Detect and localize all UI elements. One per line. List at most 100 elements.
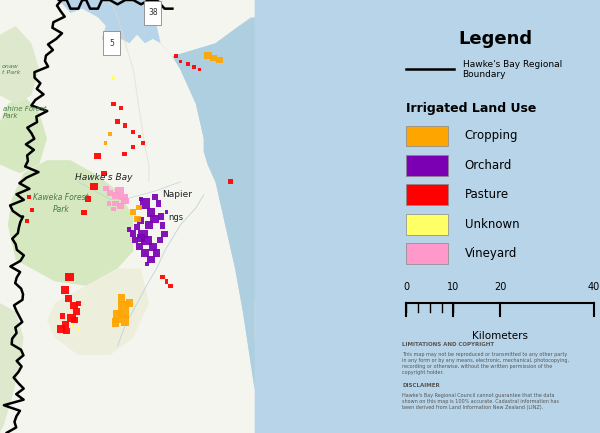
- Bar: [130, 209, 136, 215]
- Bar: [121, 198, 129, 204]
- Bar: [160, 275, 165, 279]
- Bar: [112, 192, 119, 199]
- Bar: [136, 205, 142, 210]
- Polygon shape: [8, 160, 133, 286]
- Bar: [111, 102, 116, 106]
- Text: Kilometers: Kilometers: [472, 331, 528, 341]
- Bar: [121, 315, 129, 326]
- Bar: [101, 171, 107, 176]
- Bar: [107, 201, 111, 206]
- Text: 10: 10: [447, 282, 460, 292]
- Bar: [126, 299, 133, 307]
- Bar: [70, 302, 77, 309]
- Bar: [142, 236, 152, 245]
- Bar: [71, 317, 77, 323]
- Bar: [141, 249, 149, 257]
- Bar: [77, 327, 80, 331]
- Bar: [64, 328, 70, 334]
- Text: Napier: Napier: [163, 191, 193, 199]
- Bar: [198, 68, 202, 71]
- Text: Legend: Legend: [459, 30, 533, 48]
- Text: Hawke's Bay Regional
Boundary: Hawke's Bay Regional Boundary: [463, 60, 562, 79]
- Bar: [406, 184, 448, 205]
- Bar: [60, 313, 65, 319]
- Bar: [90, 183, 98, 190]
- Bar: [85, 196, 91, 202]
- Bar: [134, 224, 140, 230]
- Bar: [152, 194, 158, 200]
- Bar: [112, 76, 115, 80]
- Bar: [164, 210, 169, 214]
- Text: LIMITATIONS AND COPYRIGHT: LIMITATIONS AND COPYRIGHT: [402, 342, 494, 347]
- Bar: [216, 57, 223, 63]
- Bar: [104, 141, 107, 145]
- Bar: [118, 301, 129, 318]
- Bar: [210, 55, 217, 61]
- Bar: [94, 153, 101, 159]
- Bar: [119, 106, 124, 110]
- Polygon shape: [227, 208, 254, 338]
- Bar: [136, 243, 143, 250]
- Polygon shape: [0, 0, 254, 433]
- Text: Kaweka Forest
Park: Kaweka Forest Park: [33, 194, 89, 213]
- Bar: [145, 221, 153, 229]
- Bar: [131, 130, 135, 134]
- Bar: [137, 217, 144, 224]
- Bar: [115, 119, 120, 124]
- Bar: [131, 145, 135, 149]
- Bar: [112, 201, 119, 206]
- Bar: [76, 301, 81, 306]
- Bar: [192, 65, 196, 69]
- Bar: [67, 314, 76, 322]
- Polygon shape: [0, 303, 23, 433]
- Text: Cropping: Cropping: [464, 129, 518, 142]
- Bar: [65, 295, 72, 302]
- Text: Unknown: Unknown: [464, 218, 519, 231]
- Bar: [204, 52, 212, 59]
- Polygon shape: [153, 0, 254, 56]
- Bar: [134, 216, 140, 222]
- Bar: [61, 286, 68, 294]
- Bar: [139, 197, 143, 201]
- Bar: [406, 155, 448, 176]
- Bar: [406, 126, 448, 146]
- Bar: [57, 325, 65, 333]
- Bar: [103, 31, 120, 55]
- Bar: [153, 249, 160, 257]
- Text: Pasture: Pasture: [464, 188, 509, 201]
- Bar: [145, 262, 149, 266]
- Bar: [111, 207, 116, 211]
- Polygon shape: [0, 95, 47, 173]
- Text: 38: 38: [148, 9, 158, 17]
- Bar: [156, 200, 161, 207]
- Bar: [71, 324, 74, 327]
- Bar: [113, 310, 122, 323]
- Bar: [149, 243, 157, 251]
- Bar: [140, 141, 145, 145]
- Text: Hawke's Bay: Hawke's Bay: [75, 173, 133, 182]
- Bar: [30, 208, 34, 212]
- Bar: [144, 1, 161, 25]
- Bar: [175, 54, 178, 58]
- Bar: [158, 213, 164, 220]
- Bar: [138, 230, 148, 238]
- Bar: [62, 321, 70, 328]
- Bar: [115, 187, 124, 194]
- Bar: [107, 190, 113, 196]
- Bar: [137, 234, 145, 242]
- Text: 40: 40: [587, 282, 600, 292]
- Bar: [108, 132, 112, 136]
- Polygon shape: [47, 268, 149, 355]
- Bar: [82, 210, 87, 215]
- Bar: [118, 294, 125, 303]
- Bar: [164, 279, 169, 284]
- Bar: [157, 237, 163, 243]
- Bar: [130, 230, 136, 237]
- Text: 20: 20: [494, 282, 506, 292]
- Text: Orchard: Orchard: [464, 159, 512, 172]
- Text: Vineyard: Vineyard: [464, 247, 517, 260]
- Text: DISCLAIMER: DISCLAIMER: [402, 383, 440, 388]
- Bar: [140, 198, 150, 209]
- Text: onaw
t Park: onaw t Park: [2, 64, 20, 75]
- Text: This map may not be reproduced or transmitted to any other party
in any form or : This map may not be reproduced or transm…: [402, 352, 569, 375]
